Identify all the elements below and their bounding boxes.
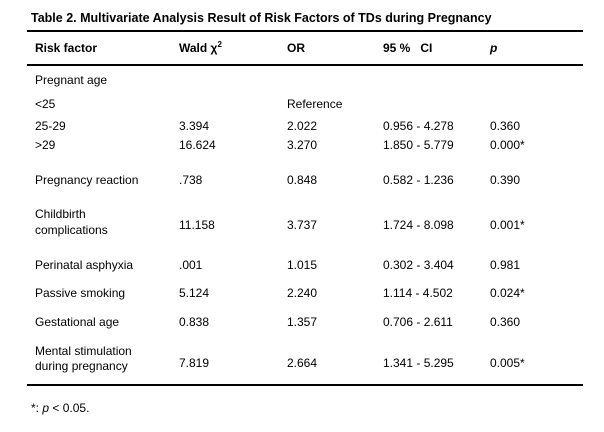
- row-childbirth-label-line2: complications: [35, 223, 108, 237]
- table-header-rule: [27, 64, 583, 66]
- row-pregnancy-reaction-label: Pregnancy reaction: [35, 173, 139, 187]
- row-perinatal-label: Perinatal asphyxia: [35, 258, 134, 272]
- row-age-lt25-or: Reference: [287, 97, 343, 111]
- header-wald-superscript: 2: [217, 40, 222, 49]
- row-gestational-age-or: 1.357: [287, 315, 318, 329]
- row-childbirth-or: 3.737: [287, 218, 318, 232]
- row-passive-smoking-or: 2.240: [287, 286, 318, 300]
- row-age-25-29-wald: 3.394: [179, 119, 210, 133]
- row-passive-smoking-label: Passive smoking: [35, 286, 126, 300]
- table-bottom-rule: [27, 384, 583, 386]
- row-age-25-29-label: 25-29: [35, 119, 66, 133]
- row-perinatal-wald: .001: [179, 258, 203, 272]
- row-mental-or: 2.664: [287, 356, 318, 370]
- row-mental-wald: 7.819: [179, 356, 210, 370]
- row-perinatal-or: 1.015: [287, 258, 318, 272]
- row-pregnancy-reaction-ci: 0.582 - 1.236: [383, 173, 454, 187]
- row-childbirth-label-line1: Childbirth: [35, 207, 86, 221]
- row-age-lt25-label: <25: [35, 97, 56, 111]
- row-age-25-29-p: 0.360: [490, 119, 521, 133]
- table-caption: Table 2. Multivariate Analysis Result of…: [31, 11, 492, 25]
- row-childbirth-p: 0.001*: [490, 218, 525, 232]
- footnote-prefix: *:: [31, 401, 43, 415]
- header-wald: Wald χ2: [179, 40, 222, 56]
- row-perinatal-ci: 0.302 - 3.404: [383, 258, 454, 272]
- row-gestational-age-label: Gestational age: [35, 315, 120, 329]
- row-age-25-29-or: 2.022: [287, 119, 318, 133]
- row-gestational-age-p: 0.360: [490, 315, 521, 329]
- row-perinatal-p: 0.981: [490, 258, 521, 272]
- table-footnote: *: p < 0.05.: [31, 401, 89, 415]
- footnote-suffix: < 0.05.: [49, 401, 90, 415]
- table-top-rule: [27, 30, 583, 32]
- row-pregnancy-reaction-or: 0.848: [287, 173, 318, 187]
- header-or: OR: [287, 41, 305, 55]
- row-childbirth-ci: 1.724 - 8.098: [383, 218, 454, 232]
- header-risk-factor: Risk factor: [35, 41, 98, 55]
- row-passive-smoking-p: 0.024*: [490, 286, 525, 300]
- row-pregnancy-reaction-p: 0.390: [490, 173, 521, 187]
- row-gestational-age-wald: 0.838: [179, 315, 210, 329]
- row-passive-smoking-ci: 1.114 - 4.502: [383, 286, 453, 300]
- row-mental-ci: 1.341 - 5.295: [383, 356, 454, 370]
- row-mental-label-line1: Mental stimulation: [35, 344, 132, 358]
- row-pregnant-age-label: Pregnant age: [35, 73, 108, 87]
- row-age-25-29-ci: 0.956 - 4.278: [383, 119, 454, 133]
- row-mental-label-line2: during pregnancy: [35, 359, 128, 373]
- header-p: p: [490, 41, 498, 55]
- row-age-gt29-ci: 1.850 - 5.779: [383, 138, 454, 152]
- header-ci: 95 % CI: [383, 41, 433, 55]
- row-age-gt29-p: 0.000*: [490, 138, 525, 152]
- row-age-gt29-label: >29: [35, 138, 56, 152]
- row-age-gt29-wald: 16.624: [179, 138, 216, 152]
- row-pregnancy-reaction-wald: .738: [179, 173, 203, 187]
- row-mental-p: 0.005*: [490, 356, 525, 370]
- row-passive-smoking-wald: 5.124: [179, 286, 210, 300]
- row-childbirth-wald: 11.158: [179, 218, 215, 232]
- header-wald-text: Wald χ: [179, 41, 218, 55]
- row-gestational-age-ci: 0.706 - 2.611: [383, 315, 453, 329]
- footnote-p: p: [42, 401, 50, 415]
- row-age-gt29-or: 3.270: [287, 138, 318, 152]
